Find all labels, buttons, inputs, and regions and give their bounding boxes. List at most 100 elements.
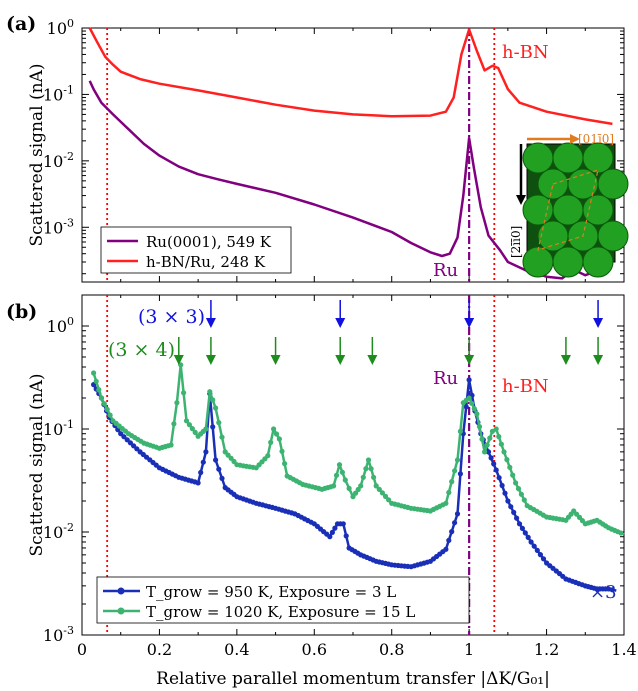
series-marker	[121, 434, 127, 440]
series-marker	[493, 426, 499, 432]
legend-b-1020: T_grow = 1020 K, Exposure = 15 L	[146, 603, 415, 621]
series-marker	[174, 400, 180, 406]
series-marker	[363, 466, 369, 472]
series-marker	[519, 525, 526, 532]
series-marker	[474, 411, 480, 417]
x-tick-label: 0.6	[302, 640, 327, 659]
y-tick-label: 10-2	[43, 150, 74, 171]
y-tick-label: 100	[47, 17, 74, 38]
series-marker	[101, 401, 107, 407]
series-line	[88, 27, 613, 126]
series-marker	[200, 459, 206, 465]
series-marker	[476, 424, 483, 430]
series-marker	[499, 482, 505, 489]
series-marker	[513, 480, 519, 486]
series-marker	[93, 378, 99, 384]
x-tick-label: 1	[464, 640, 474, 659]
series-marker	[368, 466, 374, 472]
series-marker	[265, 453, 271, 459]
series-marker	[273, 431, 280, 437]
series-marker	[609, 587, 616, 593]
series-marker	[534, 547, 540, 554]
series-marker	[514, 515, 520, 521]
panel-b-ylabel: Scattered signal (nA)	[27, 374, 47, 557]
series-marker	[189, 426, 195, 432]
series-marker	[454, 457, 461, 463]
series-marker	[340, 521, 346, 527]
series-marker	[452, 520, 458, 526]
series-marker	[181, 390, 187, 396]
legend-b-950: T_grow = 950 K, Exposure = 3 L	[146, 583, 396, 601]
series-marker	[358, 483, 364, 489]
series-marker	[508, 504, 514, 510]
series-marker	[365, 457, 372, 463]
series-marker	[452, 468, 458, 474]
series-marker	[531, 543, 537, 549]
series-marker	[342, 477, 348, 483]
data-series	[88, 27, 625, 593]
series-marker	[336, 462, 343, 468]
series-marker	[386, 497, 392, 503]
series-marker	[96, 387, 102, 393]
legend-b	[96, 576, 470, 624]
scale-note: ×3	[590, 582, 617, 603]
series-marker	[605, 586, 612, 592]
hbn-label-b: h-BN	[502, 376, 549, 397]
series-marker	[443, 500, 449, 506]
series-marker	[373, 483, 379, 489]
series-marker	[463, 404, 469, 410]
series-marker	[485, 449, 492, 455]
panel-b-xlabel: Relative parallel momentum transfer |ΔK/…	[156, 669, 550, 689]
series-marker	[198, 469, 204, 476]
y-tick-label: 100	[47, 315, 74, 336]
series-marker	[332, 525, 338, 531]
series-marker	[183, 418, 190, 424]
series-marker	[203, 449, 209, 455]
series-marker	[279, 448, 285, 454]
series-marker	[203, 426, 209, 432]
series-marker	[443, 546, 449, 552]
series-marker	[482, 449, 488, 455]
series-marker	[104, 406, 110, 412]
arrow-head	[593, 355, 604, 365]
panel-b-label: (b)	[6, 301, 37, 323]
series-marker	[327, 534, 333, 540]
series-marker	[488, 455, 494, 461]
series-marker	[379, 490, 385, 496]
series-marker	[333, 472, 340, 478]
legend-a	[100, 226, 292, 274]
series-marker	[343, 533, 349, 539]
series-marker	[466, 395, 472, 401]
x-tick-label: 0	[77, 640, 87, 659]
series-marker	[329, 529, 335, 536]
series-marker	[219, 434, 225, 440]
series-marker	[516, 521, 523, 527]
series-marker	[528, 539, 534, 545]
series-marker	[457, 428, 463, 434]
series-marker	[446, 489, 452, 496]
series-marker	[498, 441, 504, 447]
series-marker	[469, 400, 475, 406]
arrow-head	[464, 318, 475, 328]
series-marker	[502, 490, 508, 496]
ru-label-a: Ru	[433, 260, 458, 281]
series-marker	[91, 370, 97, 376]
series-marker	[331, 483, 337, 489]
series-marker	[216, 420, 222, 426]
series-marker	[515, 486, 522, 492]
x-tick-label: 0.4	[224, 640, 249, 659]
series-marker	[487, 435, 493, 441]
series-marker	[493, 467, 499, 473]
series-marker	[171, 421, 177, 427]
series-marker	[525, 534, 531, 541]
arrow-head	[367, 355, 378, 365]
arrow-head	[270, 355, 281, 365]
series-marker	[449, 479, 455, 485]
arrow-head	[205, 355, 216, 365]
series-marker	[618, 530, 624, 536]
series-marker	[346, 485, 352, 491]
series-marker	[216, 466, 222, 472]
legend-a-ru: Ru(0001), 549 K	[146, 233, 272, 251]
series-marker	[350, 494, 356, 500]
